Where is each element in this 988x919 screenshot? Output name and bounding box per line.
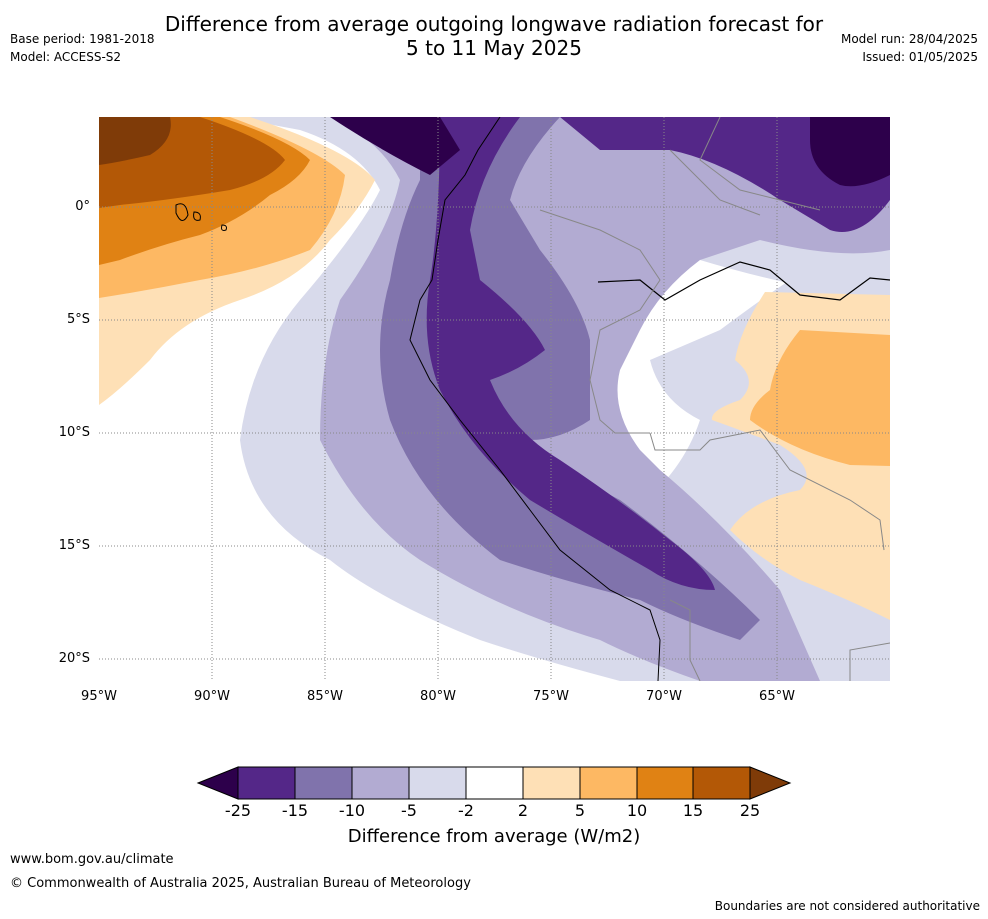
- colorbar-label: Difference from average (W/m2): [347, 826, 641, 847]
- colorbar-bin: [408, 766, 467, 800]
- colorbar-tick: 2: [517, 801, 529, 820]
- contour-below-25: [330, 117, 460, 175]
- contour-below-25-ne: [810, 117, 890, 187]
- lat-label: 20°S: [58, 651, 90, 666]
- colorbar-tick: 10: [626, 801, 648, 820]
- colorbar-bin: [636, 766, 694, 800]
- footer-url[interactable]: www.bom.gov.au/climate: [10, 852, 174, 867]
- colorbar-tick: 5: [574, 801, 586, 820]
- lat-label: 0°: [75, 199, 90, 214]
- colorbar-bin: [579, 766, 638, 800]
- country-borders: [539, 117, 890, 681]
- colorbar-bin: [351, 766, 410, 800]
- map-title: Difference from average outgoing longwav…: [0, 12, 988, 60]
- lon-label: 70°W: [646, 689, 682, 704]
- footer-copyright: © Commonwealth of Australia 2025, Austra…: [10, 876, 471, 891]
- lon-label: 65°W: [759, 689, 795, 704]
- contour-pos-5-10-east: [750, 330, 890, 466]
- map-title-line1: Difference from average outgoing longwav…: [164, 12, 824, 36]
- lon-label: 75°W: [533, 689, 569, 704]
- metadata-right: Model run: 28/04/2025 Issued: 01/05/2025: [841, 30, 978, 66]
- colorbar-tick: -2: [458, 801, 474, 820]
- lon-label: 80°W: [420, 689, 456, 704]
- lon-label: 85°W: [307, 689, 343, 704]
- metadata-left: Base period: 1981-2018 Model: ACCESS-S2: [10, 30, 155, 66]
- lat-label: 5°S: [66, 312, 90, 327]
- model-name: Model: ACCESS-S2: [10, 50, 122, 64]
- colorbar-tick: -5: [401, 801, 417, 820]
- colorbar-bin: [692, 766, 751, 800]
- contour-neg-10-15: [380, 117, 760, 640]
- colorbar-tick: 25: [739, 801, 761, 820]
- lon-label: 90°W: [194, 689, 230, 704]
- galapagos-islands: [175, 203, 227, 231]
- colorbar: [196, 766, 792, 800]
- contour-neg-15-25: [426, 117, 715, 590]
- coastline: [409, 117, 661, 681]
- colorbar-bin: [465, 766, 524, 800]
- colorbar-extend-low: [196, 766, 239, 800]
- gridlines: [99, 117, 890, 681]
- colorbar-extend-high: [749, 766, 792, 800]
- map-title-line2: 5 to 11 May 2025: [406, 36, 582, 60]
- contour-neg-15-25-north: [560, 117, 890, 232]
- colorbar-bin: [522, 766, 581, 800]
- amazon-coastline: [597, 261, 890, 301]
- contour-above-25-nw: [99, 117, 171, 165]
- colorbar-tick: -10: [338, 801, 366, 820]
- lon-label: 95°W: [81, 689, 117, 704]
- model-run: Model run: 28/04/2025: [840, 32, 978, 46]
- lat-label: 10°S: [58, 425, 90, 440]
- colorbar-bin: [294, 766, 353, 800]
- lat-label: 15°S: [58, 538, 90, 553]
- colorbar-bin: [237, 766, 296, 800]
- colorbar-tick: 15: [682, 801, 704, 820]
- colorbar-tick: -25: [224, 801, 252, 820]
- base-period: Base period: 1981-2018: [10, 32, 155, 46]
- map-area: [99, 117, 890, 681]
- colorbar-tick: -15: [281, 801, 309, 820]
- issued-date: Issued: 01/05/2025: [862, 50, 978, 64]
- footer-disclaimer: Boundaries are not considered authoritat…: [714, 899, 980, 913]
